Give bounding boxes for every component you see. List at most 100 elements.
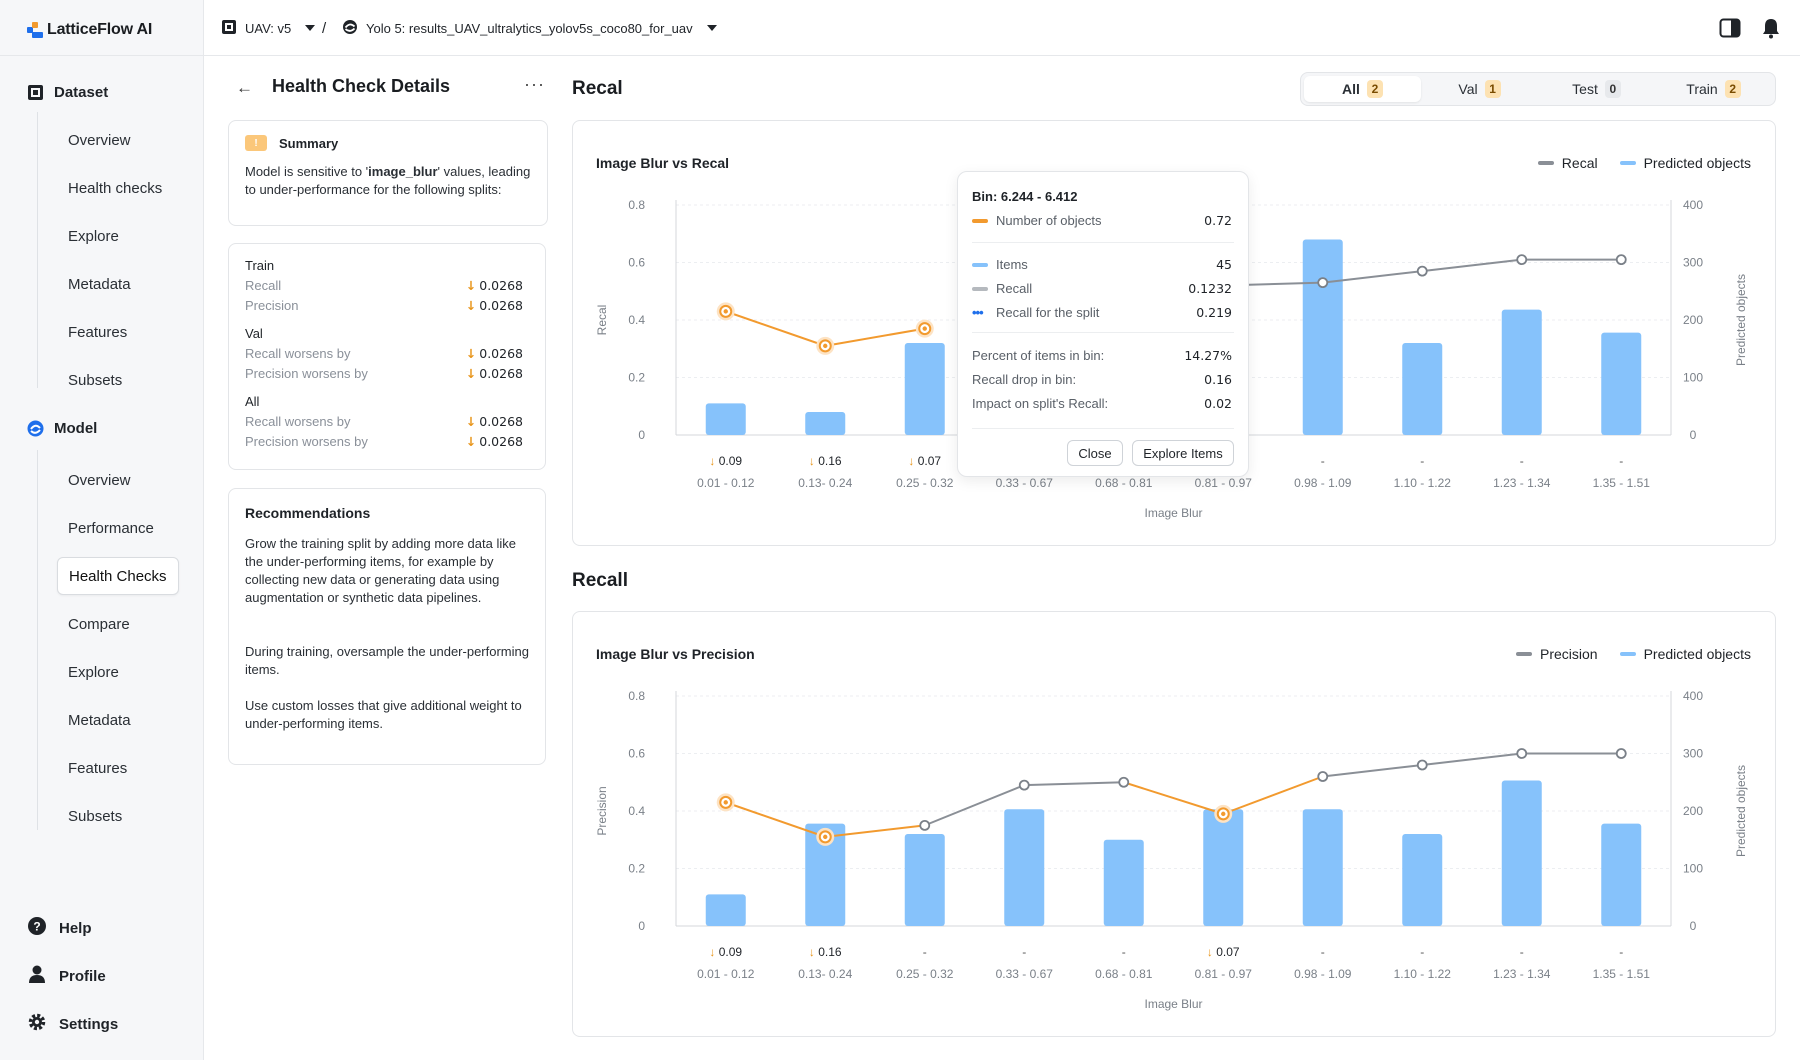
bin-tooltip: Bin: 6.244 - 6.412 Number of objects 0.72… — [957, 171, 1249, 477]
sidebar-item-model-compare[interactable]: Compare — [68, 615, 130, 633]
tab-val[interactable]: Val 1 — [1421, 76, 1538, 102]
panel-toggle-icon[interactable] — [1719, 18, 1741, 43]
sidebar-section-model-label: Model — [54, 419, 98, 437]
breadcrumb-separator: / — [322, 19, 327, 37]
y-tick-label: 0.8 — [628, 689, 645, 703]
logo-icon — [27, 22, 43, 38]
dataset-selector[interactable]: UAV: v5 — [221, 17, 316, 39]
tooltip-row-impact: Impact on split's Recall: 0.02 — [972, 396, 1232, 411]
more-options-icon[interactable]: ··· — [524, 74, 545, 94]
point-center — [723, 309, 728, 314]
back-arrow-icon[interactable]: ← — [236, 78, 253, 97]
recommendations-heading: Recommendations — [245, 505, 371, 521]
sidebar-item-dataset-subsets[interactable]: Subsets — [68, 371, 123, 389]
chart-legend: Precision Predicted objects — [1516, 646, 1751, 662]
legend-item-line[interactable]: Recal — [1537, 155, 1598, 171]
arrow-down-icon: ↓ — [465, 366, 477, 381]
legend-item-bars[interactable]: Predicted objects — [1619, 646, 1751, 662]
sidebar-item-dataset-metadata[interactable]: Metadata — [68, 275, 131, 293]
sidebar-item-dataset-overview[interactable]: Overview — [68, 131, 131, 149]
bar — [904, 834, 945, 926]
sidebar-item-model-performance[interactable]: Performance — [68, 519, 154, 537]
arrow-down-icon: ↓ — [465, 414, 477, 429]
legend-item-line[interactable]: Precision — [1516, 646, 1598, 662]
help-label: Help — [59, 919, 92, 937]
x-tick-label: 0.13- 0.24 — [798, 476, 852, 490]
split-name-val: Val — [245, 326, 263, 341]
sidebar-item-dataset-features[interactable]: Features — [68, 323, 128, 341]
close-button[interactable]: Close — [1067, 440, 1123, 466]
tab-train[interactable]: Train 2 — [1655, 76, 1772, 102]
sidebar-item-model-subsets[interactable]: Subsets — [68, 807, 123, 825]
app-logo[interactable]: LatticeFlow AI — [27, 18, 152, 42]
recommendation-3: Use custom losses that give additional w… — [245, 698, 522, 731]
y-axis-label: Precision — [595, 786, 609, 835]
explore-items-button[interactable]: Explore Items — [1132, 440, 1234, 466]
page-title: Health Check Details — [272, 76, 451, 96]
tooltip-row-objects: Number of objects 0.72 — [972, 213, 1232, 228]
sidebar-item-model-overview[interactable]: Overview — [68, 471, 131, 489]
sidebar-section-model[interactable]: Model — [27, 416, 97, 440]
arrow-down-icon: ↓ — [465, 298, 477, 313]
y2-tick-label: 200 — [1683, 804, 1703, 818]
sidebar-item-model-explore[interactable]: Explore — [68, 663, 119, 681]
bar — [805, 412, 846, 435]
model-icon — [342, 19, 358, 38]
sidebar-section-dataset[interactable]: Dataset — [27, 80, 108, 104]
line-segment — [1422, 258, 1522, 273]
drop-label: - — [1420, 454, 1424, 468]
chevron-down-icon — [706, 25, 717, 31]
tooltip-bin: Bin: 6.244 - 6.412 — [972, 189, 1078, 204]
x-tick-label: 1.23 - 1.34 — [1493, 967, 1551, 981]
line-segment — [1322, 270, 1423, 284]
sidebar-item-dataset-health-checks[interactable]: Health checks — [68, 179, 163, 197]
chart-title: Image Blur vs Recal — [596, 155, 730, 171]
y2-tick-label: 100 — [1683, 371, 1703, 385]
sidebar-item-model-metadata[interactable]: Metadata — [68, 711, 131, 729]
model-selector-label: Yolo 5: results_UAV_ultralytics_yolov5s_… — [366, 20, 693, 36]
line-segment — [1222, 775, 1324, 815]
tooltip-row-drop: Recall drop in bin: 0.16 — [972, 372, 1232, 387]
app-name: LatticeFlow AI — [47, 21, 153, 38]
sidebar-item-dataset-explore[interactable]: Explore — [68, 227, 119, 245]
drop-label: - — [1122, 945, 1126, 959]
sidebar-item-model-health-checks[interactable]: Health Checks — [57, 557, 179, 595]
y2-tick-label: 200 — [1683, 313, 1703, 327]
y2-tick-label: 400 — [1683, 689, 1703, 703]
legend-item-bars[interactable]: Predicted objects — [1619, 155, 1751, 171]
x-tick-label: 0.01 - 0.12 — [697, 967, 755, 981]
x-tick-label: 0.13- 0.24 — [798, 967, 852, 981]
drop-label: - — [1321, 454, 1325, 468]
tab-all[interactable]: All 2 — [1304, 76, 1421, 102]
split-all-row-recall: Recall worsens by ↓ 0.0268 — [245, 414, 523, 429]
bell-icon[interactable] — [1761, 17, 1781, 44]
x-tick-label: 0.68 - 0.81 — [1095, 476, 1153, 490]
sidebar: LatticeFlow AI Dataset Overview Health c… — [0, 0, 204, 1060]
split-train-row-recall: Recall ↓ 0.0268 — [245, 278, 523, 293]
help-link[interactable]: ? Help — [27, 916, 92, 940]
point — [1118, 776, 1130, 788]
drop-label: - — [1619, 454, 1623, 468]
sidebar-section-dataset-label: Dataset — [54, 83, 109, 101]
dataset-icon — [221, 19, 237, 38]
splits-card: Train Recall ↓ 0.0268 Precision ↓ 0.0268 Val… — [228, 243, 546, 470]
settings-link[interactable]: Settings — [27, 1012, 118, 1036]
drop-label: ↓ 0.09 — [709, 945, 742, 959]
profile-link[interactable]: Profile — [27, 964, 106, 988]
x-tick-label: 0.25 - 0.32 — [896, 967, 954, 981]
bar — [705, 403, 746, 435]
tab-test[interactable]: Test 0 — [1538, 76, 1655, 102]
point-center — [823, 834, 828, 840]
gear-icon — [27, 1012, 47, 1036]
drop-label: - — [1520, 454, 1524, 468]
bar — [1601, 332, 1642, 435]
drop-label: - — [1619, 945, 1623, 959]
x-tick-label: 1.35 - 1.51 — [1593, 967, 1651, 981]
bar — [1004, 809, 1045, 926]
chart-title: Image Blur vs Precision — [596, 646, 755, 662]
drop-label: ↓ 0.09 — [709, 454, 742, 468]
sidebar-item-model-features[interactable]: Features — [68, 759, 128, 777]
bar — [1601, 823, 1642, 926]
recommendations-card: Recommendations Grow the training split … — [228, 488, 546, 765]
model-selector[interactable]: Yolo 5: results_UAV_ultralytics_yolov5s_… — [342, 17, 717, 39]
